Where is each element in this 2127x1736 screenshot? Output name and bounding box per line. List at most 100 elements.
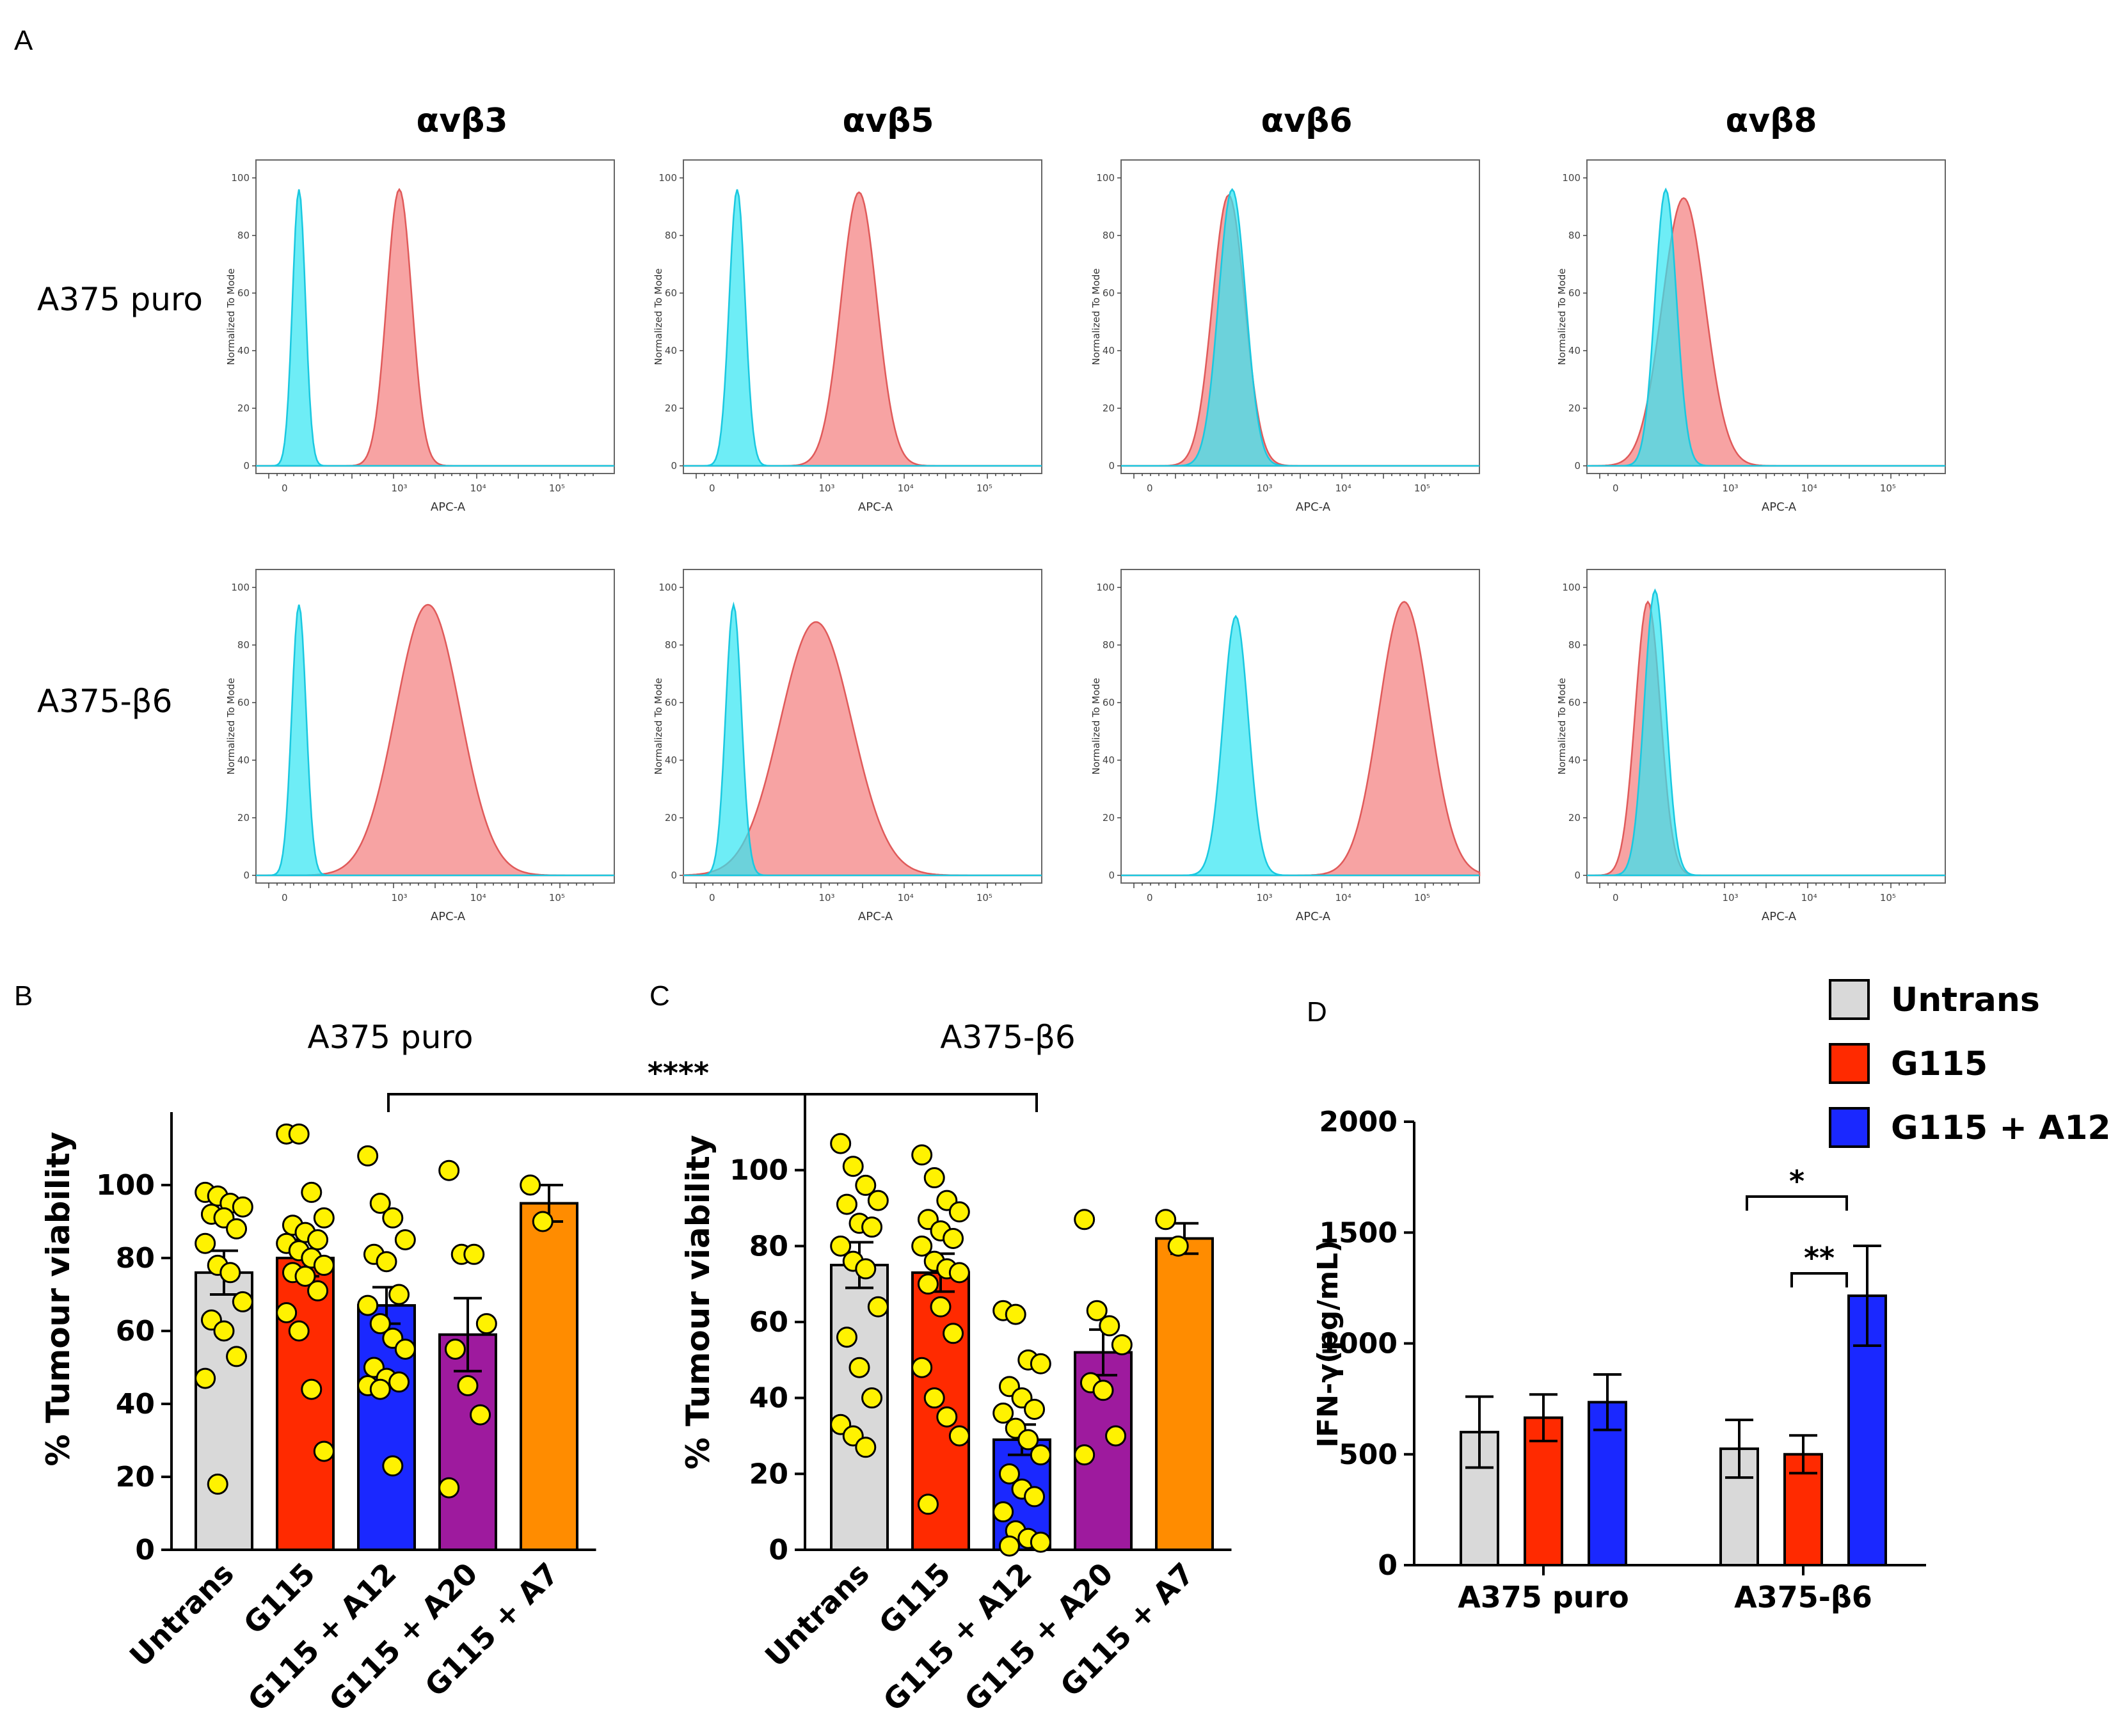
b-point-0-6	[226, 1218, 248, 1239]
panel-letter-c: C	[649, 980, 670, 1012]
b-bar-4	[520, 1202, 578, 1551]
flow-xtick-label: 0	[1147, 892, 1153, 904]
b-point-1-3	[313, 1207, 335, 1229]
flow-control-histogram	[683, 189, 1042, 467]
flow-control-histogram	[1121, 614, 1479, 877]
flow-ytick-label: 60	[1568, 287, 1581, 299]
flow-ytick-label: 80	[1103, 230, 1115, 241]
b-ytick-label: 100	[96, 1169, 155, 1202]
flow-xtick-label: 10⁵	[1414, 892, 1430, 904]
flow-xtick-label: 0	[1613, 482, 1619, 494]
c-point-2-6	[1024, 1398, 1046, 1420]
c-point-1-6	[943, 1227, 964, 1249]
legend-label-g115-a12: G115 + A12	[1891, 1109, 2111, 1147]
b-point-1-1	[288, 1123, 310, 1145]
c-bar-4	[1155, 1237, 1214, 1551]
flow-ytick-label: 60	[1103, 697, 1115, 708]
flow-control-histogram	[683, 601, 1042, 877]
d-ytick-label: 1500	[1319, 1216, 1398, 1249]
c-point-2-10	[1030, 1444, 1051, 1466]
flow-ytick-label: 40	[1103, 754, 1115, 766]
legend-swatch-g115-a12	[1829, 1107, 1870, 1148]
c-point-1-15	[923, 1387, 945, 1409]
c-point-2-14	[992, 1501, 1014, 1523]
flow-ytick-label: 40	[1568, 345, 1581, 356]
flow-panel-r1-c3: 0 20 40 60 80 100 Normalized To Mode 0 10³ 10⁴ 10⁵…	[1556, 569, 1946, 923]
c-ytick-label: 40	[749, 1382, 788, 1415]
flow-ytick-label: 80	[237, 639, 250, 651]
flow-ytick-label: 40	[237, 754, 250, 766]
flow-panel-r1-c2: 0 20 40 60 80 100 Normalized To Mode 0 10³ 10⁴ 10⁵…	[1090, 569, 1481, 923]
flow-ytick-label: 0	[1574, 460, 1581, 472]
flow-xtick-label: 10⁴	[470, 892, 486, 904]
flow-ytick-label: 0	[1574, 870, 1581, 881]
c-point-2-9	[1017, 1429, 1039, 1451]
b-point-0-9	[219, 1262, 241, 1284]
d-ytick-label: 0	[1378, 1549, 1398, 1582]
c-point-3-1	[1086, 1300, 1108, 1321]
c-point-1-11	[917, 1273, 939, 1295]
flow-xtick-label: 0	[1147, 482, 1153, 494]
d-bracket-double-star	[1790, 1272, 1848, 1287]
d-ytick-label: 500	[1339, 1438, 1398, 1471]
flow-ytick-label: 0	[671, 460, 677, 472]
flow-ytick-label: 80	[665, 230, 677, 241]
flow-xtick-label: 10⁴	[898, 482, 914, 494]
c-point-0-9	[855, 1258, 877, 1280]
flow-ytick-label: 60	[1568, 697, 1581, 708]
d-category-1: A375-β6	[1734, 1580, 1872, 1614]
flow-xtick-label: 10⁵	[549, 892, 565, 904]
c-ytick-label: 20	[749, 1458, 788, 1490]
flow-xtick-label: 0	[709, 892, 715, 904]
flow-xtick-label: 10³	[391, 892, 407, 904]
flow-ytick-label: 80	[1103, 639, 1115, 651]
panel-letter-b: B	[14, 980, 33, 1012]
flow-xlabel: APC-A	[1762, 500, 1797, 514]
c-point-1-13	[943, 1323, 964, 1344]
b-point-0-10	[232, 1291, 253, 1312]
d-bar-0-1	[1524, 1416, 1563, 1566]
panel-letter-d: D	[1307, 996, 1327, 1028]
b-point-1-6	[307, 1229, 329, 1250]
c-point-0-1	[842, 1156, 864, 1177]
c-point-0-10	[867, 1296, 889, 1318]
b-point-3-5	[457, 1375, 479, 1396]
flow-ytick-label: 40	[237, 345, 250, 356]
flow-ytick-label: 80	[237, 230, 250, 241]
c-point-0-6	[861, 1216, 883, 1238]
b-ytick-label: 40	[116, 1388, 155, 1421]
panel-d-ylabel: IFN-γ(pg/mL)	[1312, 1240, 1344, 1448]
flow-ytick-label: 40	[1568, 754, 1581, 766]
c-ytick-label: 80	[749, 1230, 788, 1262]
flow-ytick-label: 40	[665, 345, 677, 356]
b-point-3-7	[438, 1477, 460, 1499]
flow-xtick-label: 0	[709, 482, 715, 494]
c-point-1-16	[936, 1406, 958, 1428]
c-point-0-3	[867, 1190, 889, 1211]
flow-ytick-label: 100	[658, 172, 677, 184]
flow-control-histogram	[1121, 187, 1479, 467]
b-point-3-3	[475, 1313, 497, 1335]
flow-ytick-label: 20	[665, 402, 677, 414]
flow-histogram-grid: 0 20 40 60 80 100 Normalized To Mode 0 10³ 10⁴ 10⁵…	[225, 159, 1946, 923]
flow-ytick-label: 80	[665, 639, 677, 651]
c-point-0-7	[830, 1235, 852, 1257]
flow-ytick-label: 20	[1568, 402, 1581, 414]
b-ytick-label: 0	[135, 1534, 155, 1566]
flow-ytick-label: 60	[237, 287, 250, 299]
b-point-2-10	[394, 1339, 416, 1360]
flow-xtick-label: 10³	[1256, 892, 1272, 904]
flow-ytick-label: 60	[237, 697, 250, 708]
flow-ylabel: Normalized To Mode	[1090, 268, 1102, 365]
b-point-1-16	[301, 1378, 323, 1400]
flow-ytick-label: 0	[1108, 460, 1115, 472]
b-point-2-7	[357, 1294, 379, 1316]
flow-ytick-label: 100	[231, 172, 250, 184]
b-point-1-12	[294, 1266, 316, 1287]
b-point-1-17	[313, 1440, 335, 1462]
d-bracket-star	[1746, 1195, 1848, 1211]
b-point-2-1	[369, 1193, 391, 1214]
c-point-2-3	[1030, 1353, 1051, 1374]
flow-ytick-label: 40	[1103, 345, 1115, 356]
flow-xtick-label: 10⁵	[976, 892, 992, 904]
